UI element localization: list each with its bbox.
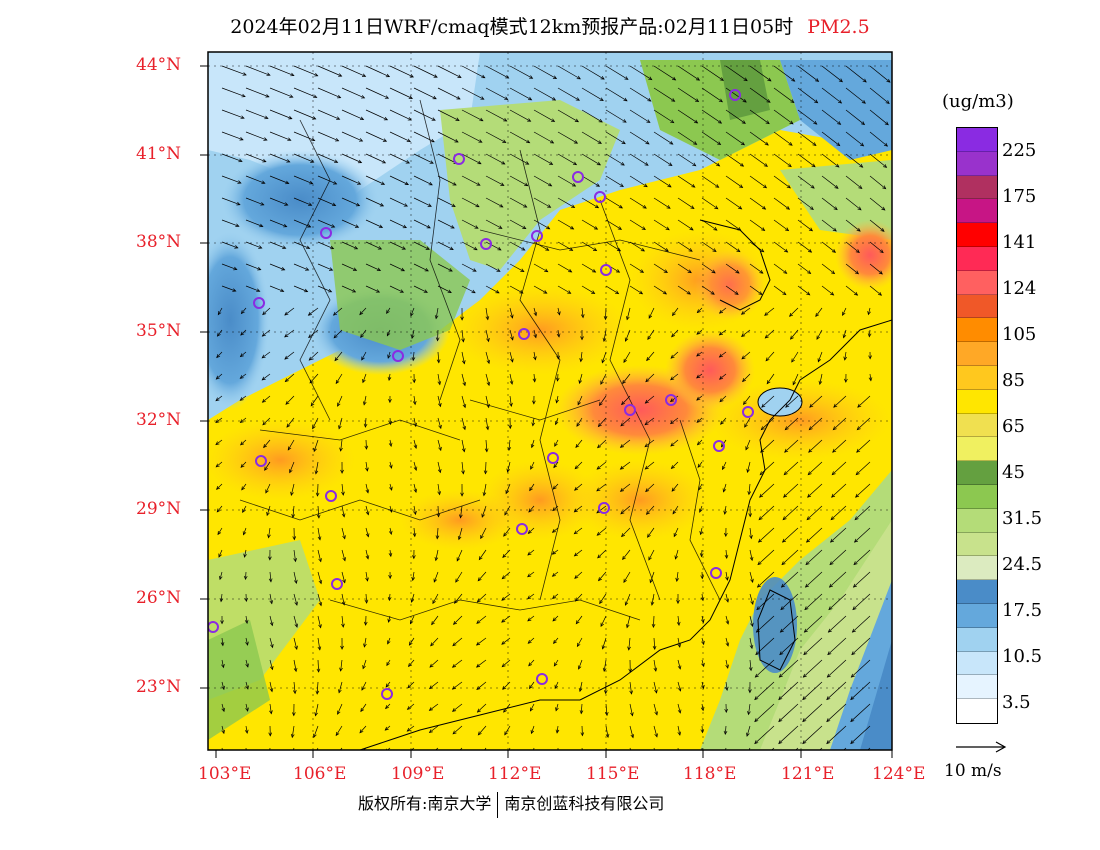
city-marker (665, 394, 677, 406)
colorbar-cell (957, 151, 997, 176)
colorbar-cell (957, 342, 997, 366)
colorbar-level-label: 31.5 (1002, 508, 1043, 529)
variable-label: PM2.5 (807, 16, 870, 38)
lat-label-23: 23°N (136, 677, 182, 697)
colorbar-level-label: 17.5 (1002, 600, 1043, 621)
colorbar-cell (957, 128, 997, 152)
colorbar-level-label: 10.5 (1002, 646, 1043, 667)
city-marker (742, 406, 754, 418)
city-marker (624, 404, 636, 416)
city-marker (536, 673, 548, 685)
lon-label-106: 106°E (293, 764, 347, 784)
colorbar-cell (957, 389, 997, 414)
copyright-footer: 版权所有:南京大学 南京创蓝科技有限公司 (358, 790, 664, 818)
colorbar-cell (957, 270, 997, 295)
lon-label-115: 115°E (586, 764, 640, 784)
colorbar-cell (957, 437, 997, 462)
city-marker (320, 227, 332, 239)
city-markers (208, 89, 754, 700)
city-marker (516, 523, 528, 535)
colorbar-level-label: 225 (1002, 140, 1037, 161)
colorbar-cell (957, 461, 997, 485)
city-marker (600, 264, 612, 276)
city-marker (392, 350, 404, 362)
city-marker (253, 297, 265, 309)
city-marker (255, 455, 267, 467)
colorbar-cell (957, 556, 997, 581)
colorbar-cell (957, 675, 997, 700)
colorbar-level-label: 3.5 (1002, 692, 1031, 713)
city-marker (453, 153, 465, 165)
colorbar-level-label: 175 (1002, 186, 1037, 207)
city-marker (531, 230, 543, 242)
colorbar-cell (957, 699, 997, 723)
colorbar-level-label: 124 (1002, 278, 1037, 299)
colorbar-level-label: 65 (1002, 416, 1025, 437)
colorbar-cell (957, 627, 997, 652)
colorbar-cell (957, 580, 997, 604)
lat-label-32: 32°N (136, 410, 182, 430)
colorbar-cell (957, 246, 997, 271)
colorbar-cell (957, 508, 997, 533)
city-marker (710, 567, 722, 579)
city-marker (572, 171, 584, 183)
map-border (207, 51, 893, 751)
colorbar-cell (957, 318, 997, 343)
colorbar-cell (957, 532, 997, 557)
city-marker (598, 502, 610, 514)
lon-label-109: 109°E (391, 764, 445, 784)
lat-label-44: 44°N (136, 55, 182, 75)
city-marker (381, 688, 393, 700)
lat-label-26: 26°N (136, 588, 182, 608)
city-marker (713, 440, 725, 452)
colorbar (956, 127, 998, 724)
city-marker (325, 490, 337, 502)
city-marker (547, 452, 559, 464)
colorbar-level-label: 24.5 (1002, 554, 1043, 575)
city-marker (729, 89, 741, 101)
lat-label-41: 41°N (136, 144, 182, 164)
colorbar-cell (957, 413, 997, 438)
copyright-right: 南京创蓝科技有限公司 (504, 794, 665, 813)
colorbar-cell (957, 199, 997, 224)
colorbar-level-label: 141 (1002, 232, 1037, 253)
lon-label-124: 124°E (872, 764, 926, 784)
colorbar-cell (957, 294, 997, 319)
vector-reference-arrow (956, 741, 1007, 753)
city-marker (480, 238, 492, 250)
colorbar-cell (957, 484, 997, 509)
city-marker (331, 578, 343, 590)
colorbar-cell (957, 223, 997, 247)
vector-reference-label: 10 m/s (944, 761, 1002, 781)
lat-label-35: 35°N (136, 321, 182, 341)
colorbar-level-label: 85 (1002, 370, 1025, 391)
map-title: 2024年02月11日WRF/cmaq模式12km预报产品:02月11日05时 P… (0, 12, 1100, 39)
city-marker (208, 621, 219, 633)
colorbar-unit: (ug/m3) (942, 91, 1014, 112)
colorbar-level-label: 45 (1002, 462, 1025, 483)
colorbar-cell (957, 651, 997, 676)
city-marker (518, 328, 530, 340)
lon-label-121: 121°E (781, 764, 835, 784)
colorbar-cell (957, 365, 997, 390)
lat-label-29: 29°N (136, 499, 182, 519)
city-marker (594, 191, 606, 203)
colorbar-level-label: 105 (1002, 324, 1037, 345)
lon-label-112: 112°E (488, 764, 542, 784)
lat-label-38: 38°N (136, 232, 182, 252)
colorbar-cell (957, 175, 997, 200)
colorbar-cell (957, 603, 997, 628)
copyright-left: 版权所有:南京大学 (358, 794, 492, 813)
title-text: 2024年02月11日WRF/cmaq模式12km预报产品:02月11日05时 (230, 16, 794, 38)
concentration-field (208, 52, 892, 750)
lon-label-118: 118°E (683, 764, 737, 784)
lon-label-103: 103°E (198, 764, 252, 784)
